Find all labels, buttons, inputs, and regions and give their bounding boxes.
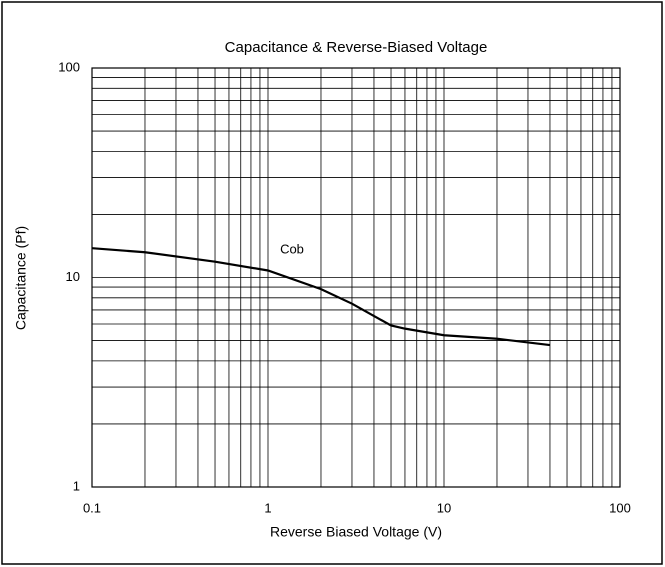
chart-title: Capacitance & Reverse-Biased Voltage (225, 39, 488, 56)
x-tick-label: 100 (609, 500, 631, 515)
data-line (91, 247, 551, 347)
x-axis-title: Reverse Biased Voltage (V) (270, 524, 442, 540)
y-tick-label: 1 (73, 478, 80, 493)
x-tick-label: 10 (437, 500, 451, 515)
y-axis-title: Capacitance (Pf) (13, 226, 29, 330)
x-tick-label: 1 (264, 500, 271, 515)
y-tick-label: 100 (58, 59, 80, 74)
plot-border (91, 67, 621, 488)
series-label: Cob (280, 241, 304, 256)
x-tick-label: 0.1 (83, 500, 101, 515)
y-tick-label: 10 (66, 269, 80, 284)
